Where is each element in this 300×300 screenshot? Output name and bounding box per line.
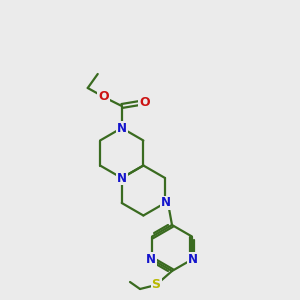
Text: O: O	[140, 97, 150, 110]
Text: N: N	[117, 122, 127, 134]
Text: O: O	[98, 89, 109, 103]
Text: N: N	[188, 253, 198, 266]
Text: N: N	[161, 196, 171, 209]
Text: N: N	[146, 253, 156, 266]
Text: S: S	[152, 278, 160, 292]
Text: N: N	[117, 172, 127, 184]
